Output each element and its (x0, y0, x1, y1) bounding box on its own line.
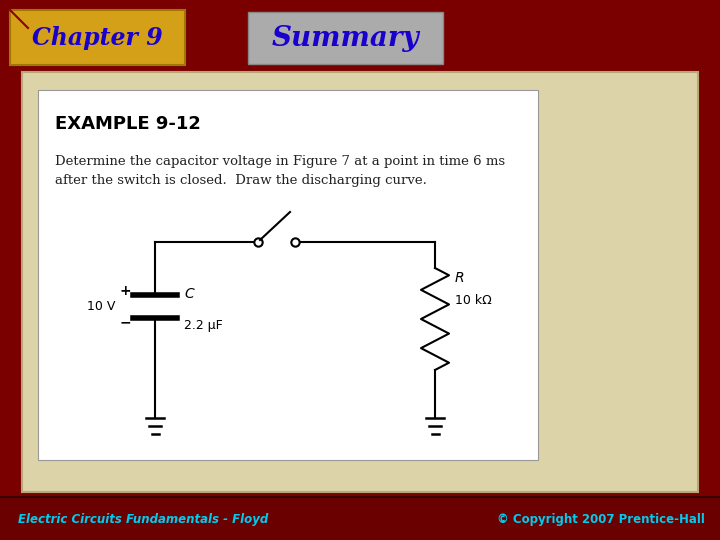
Text: Chapter 9: Chapter 9 (32, 26, 163, 50)
Text: 2.2 μF: 2.2 μF (184, 320, 222, 333)
Text: −: − (120, 315, 131, 329)
Text: EXAMPLE 9-12: EXAMPLE 9-12 (55, 115, 201, 133)
Text: Electric Circuits Fundamentals - Floyd: Electric Circuits Fundamentals - Floyd (18, 514, 269, 526)
FancyBboxPatch shape (10, 10, 185, 65)
Text: +: + (120, 284, 131, 298)
Text: 10 kΩ: 10 kΩ (455, 294, 492, 307)
Text: © Copyright 2007 Prentice-Hall: © Copyright 2007 Prentice-Hall (497, 514, 705, 526)
Text: Determine the capacitor voltage in Figure 7 at a point in time 6 ms
after the sw: Determine the capacitor voltage in Figur… (55, 155, 505, 187)
Text: C: C (184, 287, 194, 301)
FancyBboxPatch shape (22, 72, 698, 492)
Text: R: R (455, 271, 464, 285)
Text: 10 V: 10 V (87, 300, 115, 313)
FancyBboxPatch shape (38, 90, 538, 460)
Text: Summary: Summary (271, 24, 419, 51)
Bar (0, 497, 720, 540)
FancyBboxPatch shape (248, 12, 443, 64)
